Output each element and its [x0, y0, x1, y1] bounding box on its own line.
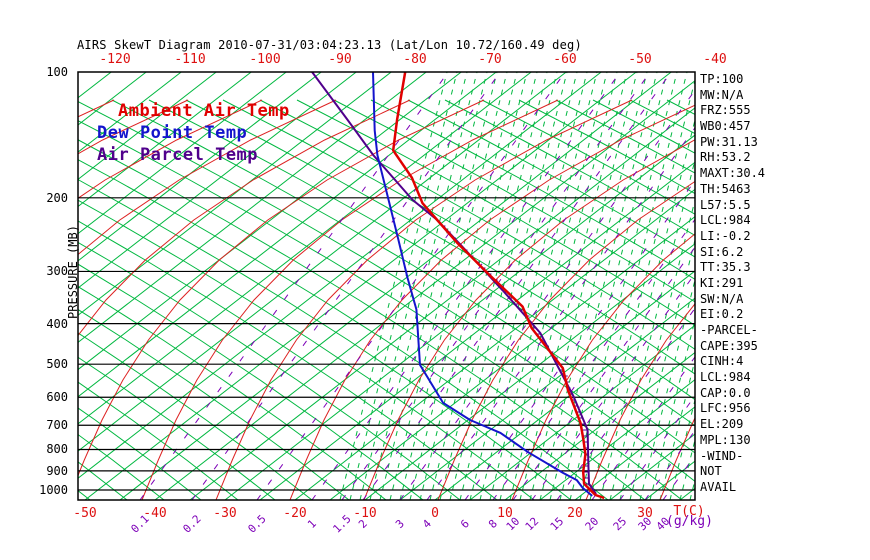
x-axis-top-tick: -70: [478, 52, 502, 67]
stats-panel-line: L57:5.5: [700, 197, 751, 212]
stats-panel-line: TT:35.3: [700, 260, 751, 275]
y-axis-tick: 500: [46, 357, 68, 372]
stats-panel-line: TP:100: [700, 72, 744, 86]
stats-panel-line: EL:209: [700, 417, 744, 432]
x-axis-bottom-tick: -30: [213, 506, 237, 521]
x-axis-top-tick: -50: [628, 52, 652, 67]
stats-panel-line: LI:-0.2: [700, 228, 751, 243]
stats-panel-line: LFC:956: [700, 401, 751, 416]
x-axis-top-tick: -90: [328, 52, 352, 67]
stats-panel-line: MPL:130: [700, 432, 751, 447]
stats-panel-line: EI:0.2: [700, 307, 744, 322]
legend-dew-point-temp: Dew Point Temp: [97, 123, 248, 143]
stats-panel-line: AVAIL: [700, 479, 737, 494]
x-axis-unit-label: T(C): [673, 504, 705, 519]
x-axis-top-tick: -80: [403, 52, 427, 67]
x-axis-top-tick: -100: [249, 52, 281, 67]
y-axis-tick: 600: [46, 390, 68, 405]
x-axis-bottom-tick: -10: [353, 506, 377, 521]
x-axis-bottom-tick: -40: [143, 506, 167, 521]
legend-air-parcel-temp: Air Parcel Temp: [97, 145, 259, 165]
stats-panel: TP:100 MW:N/A FRZ:555 WB0:457 PW:31.13 RH:53.…: [700, 72, 765, 496]
y-axis-tick: 700: [46, 418, 68, 433]
x-axis-top-tick: -40: [703, 52, 727, 67]
stats-panel-line: CAP:0.0: [700, 385, 751, 400]
legend-ambient-air-temp: Ambient Air Temp: [118, 101, 290, 121]
stats-panel-line: MAXT:30.4: [700, 166, 766, 181]
x-axis-top-tick: -120: [99, 52, 131, 67]
stats-panel-line: LCL:984: [700, 370, 751, 385]
y-axis-tick: 100: [46, 65, 68, 79]
y-axis-tick: 800: [46, 442, 68, 457]
y-axis-tick: 200: [46, 190, 68, 205]
stats-panel-line: CINH:4: [700, 354, 744, 369]
x-axis-top-tick: -60: [553, 52, 577, 67]
stats-panel-line: NOT: [700, 464, 722, 479]
y-axis-tick: 1000: [39, 483, 68, 497]
y-axis-label: PRESSURE (MB): [66, 225, 80, 319]
x-axis-bottom-tick: -20: [283, 506, 307, 521]
x-axis-bottom-tick: 10: [497, 506, 513, 521]
stats-panel-line: SW:N/A: [700, 291, 744, 306]
stats-panel-line: RH:53.2: [700, 150, 751, 165]
stats-panel-line: FRZ:555: [700, 103, 751, 118]
chart-title: AIRS SkewT Diagram 2010-07-31/03:04:23.1…: [77, 38, 582, 52]
stats-panel-line: KI:291: [700, 275, 744, 290]
x-axis-bottom-tick: 0: [431, 506, 439, 521]
x-axis-bottom-tick: 30: [637, 506, 653, 521]
stats-panel-line: PW:31.13: [700, 134, 758, 149]
stats-panel-line: LCL:984: [700, 213, 751, 228]
y-axis-tick: 900: [46, 463, 68, 478]
x-axis-top-tick: -110: [174, 52, 206, 67]
stats-panel-line: MW:N/A: [700, 87, 744, 102]
stats-panel-line: WB0:457: [700, 119, 751, 134]
stats-panel-line: CAPE:395: [700, 338, 758, 353]
stats-panel-line: -WIND-: [700, 448, 744, 463]
stats-panel-line: SI:6.2: [700, 244, 744, 259]
y-axis-tick: 300: [46, 264, 68, 279]
stats-panel-line: TH:5463: [700, 181, 751, 196]
x-axis-bottom-tick: -50: [73, 506, 97, 521]
y-axis-tick: 400: [46, 316, 68, 331]
x-axis-bottom-tick: 20: [567, 506, 583, 521]
mixing-ratio-unit-label: (g/kg): [666, 514, 713, 529]
stats-panel-line: -PARCEL-: [700, 323, 758, 337]
